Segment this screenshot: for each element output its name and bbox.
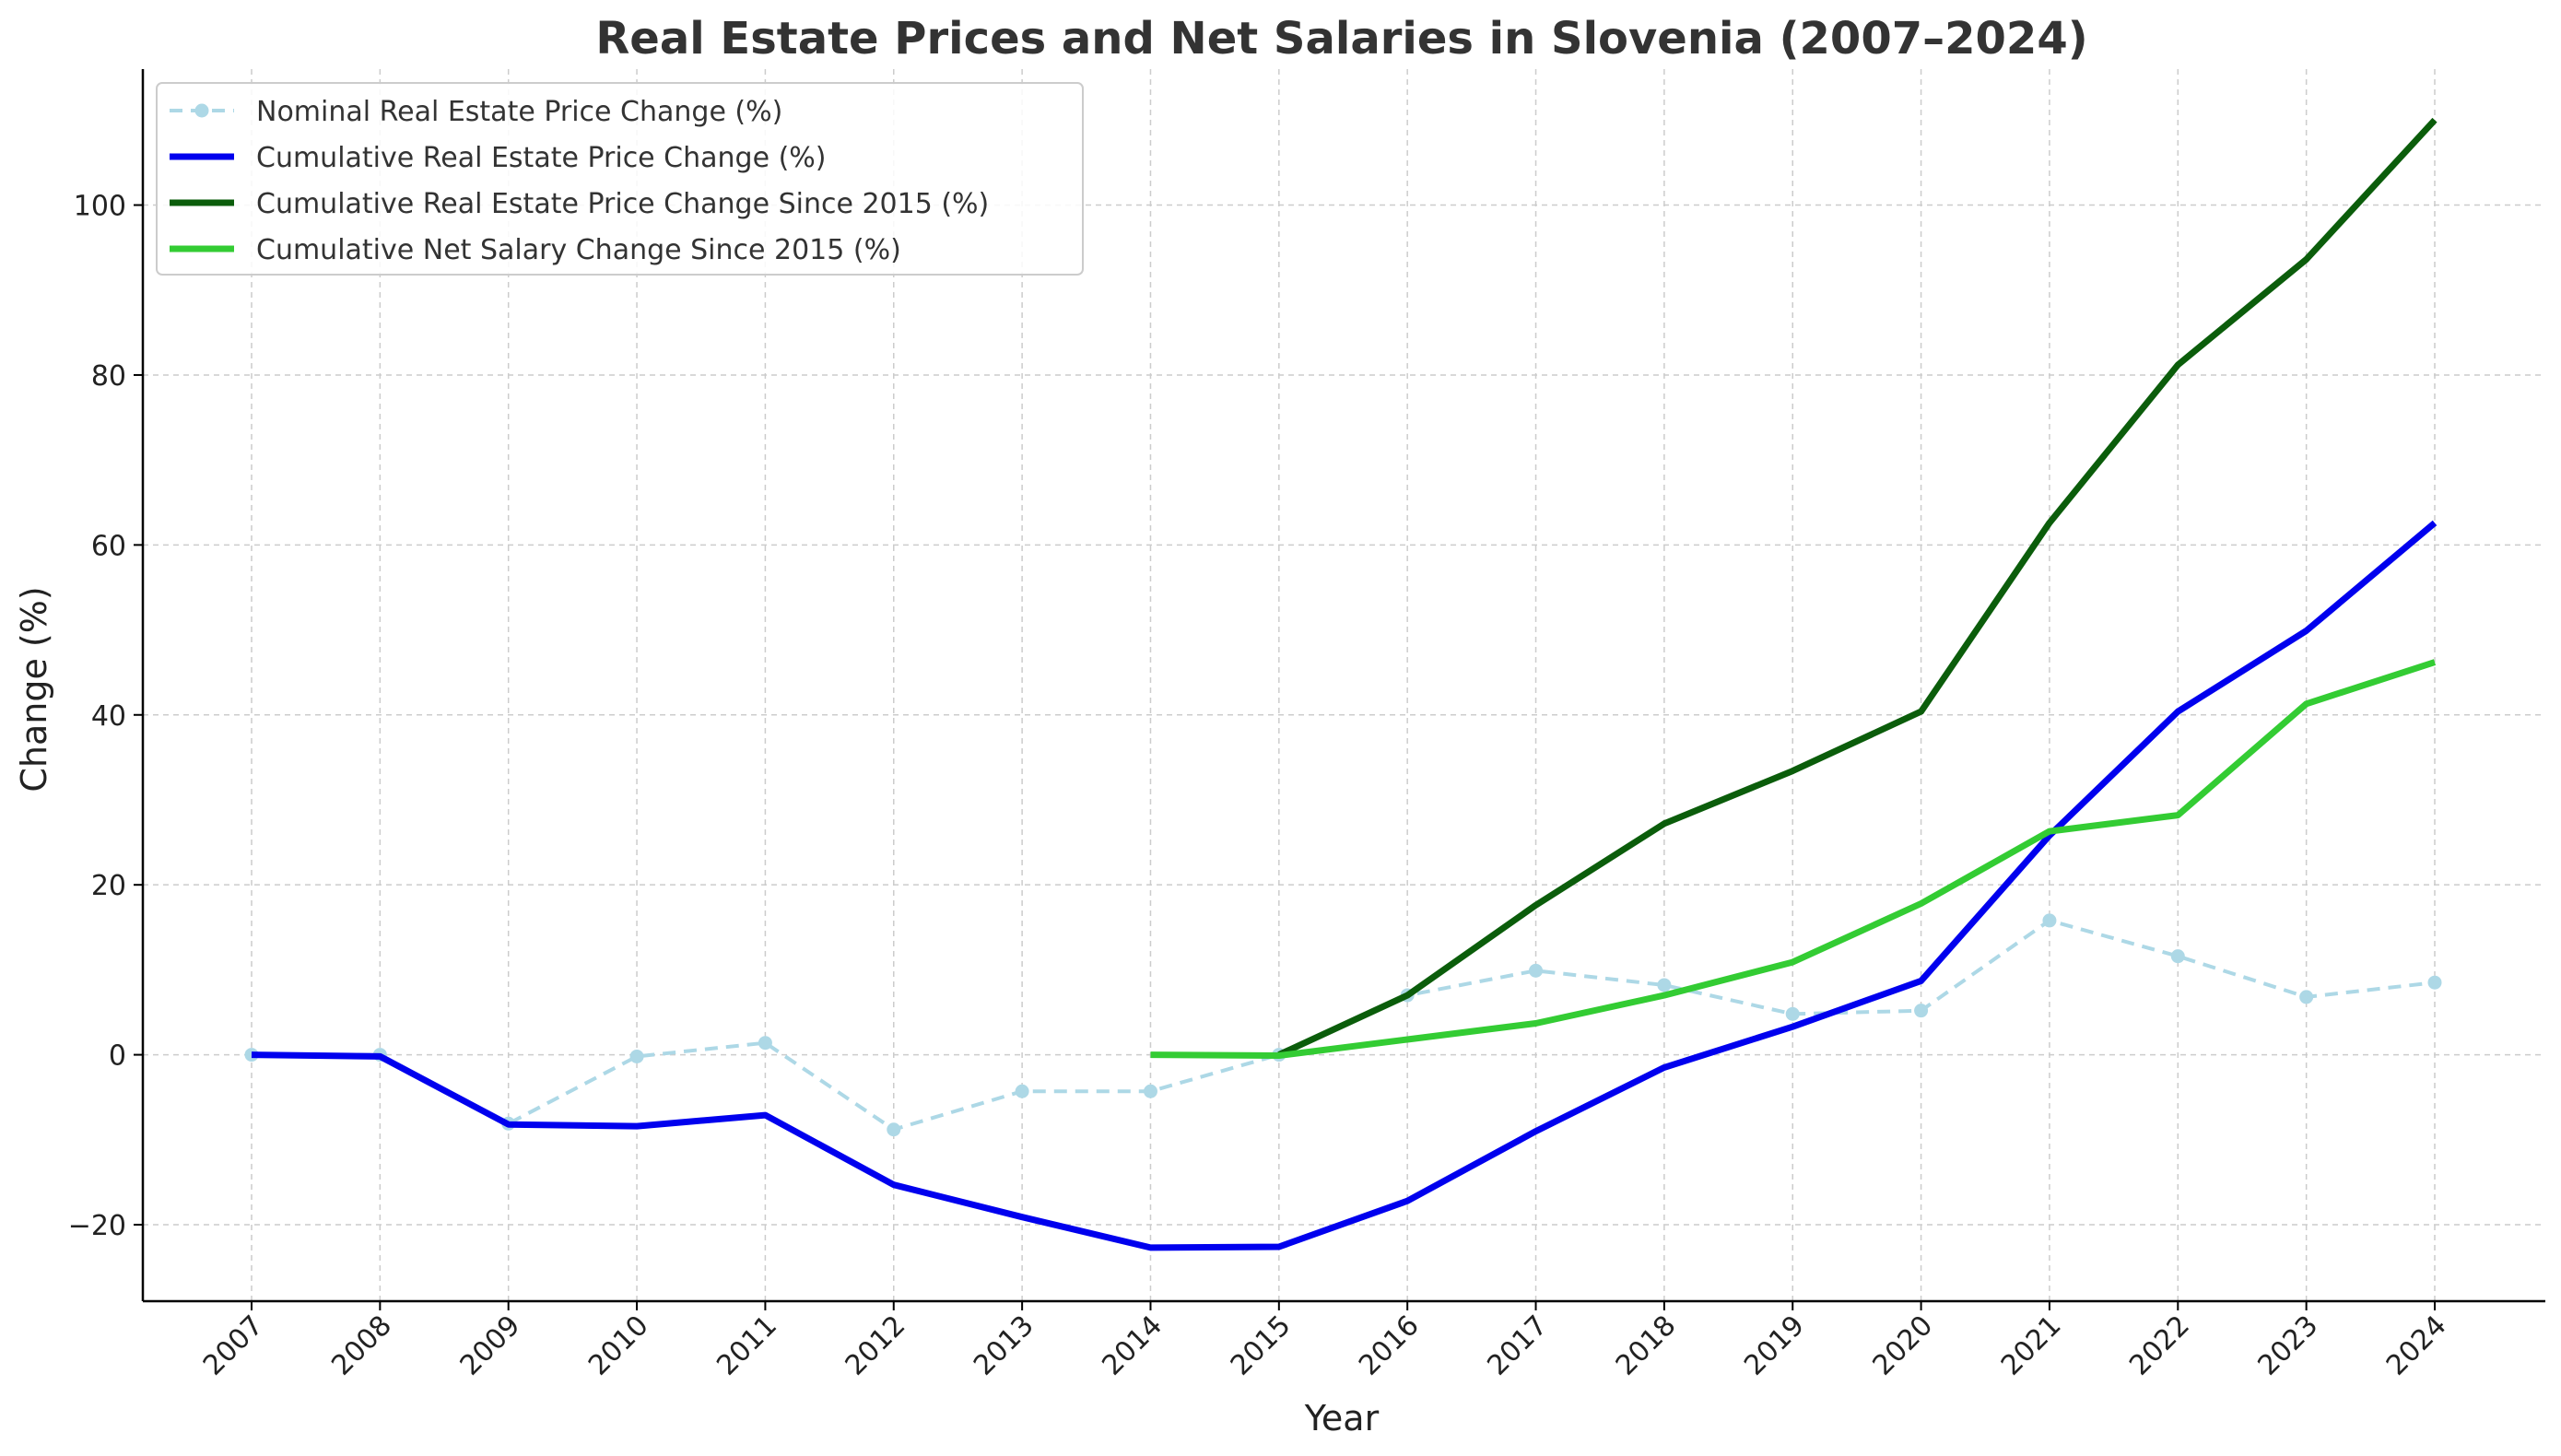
x-tick-label: 2016	[1353, 1309, 1426, 1382]
x-tick-label: 2020	[1867, 1309, 1940, 1382]
series-line	[251, 520, 2438, 1251]
x-tick-label: 2024	[2380, 1309, 2453, 1382]
data-point	[1785, 1006, 1800, 1021]
data-point	[1914, 1004, 1929, 1018]
series-line	[1277, 117, 2438, 1058]
y-tick-label: 60	[91, 530, 126, 562]
x-tick-label: 2012	[840, 1309, 912, 1382]
y-tick-label: 0	[109, 1040, 126, 1073]
chart-title: Real Estate Prices and Net Salaries in S…	[595, 13, 2087, 65]
x-tick-label: 2008	[325, 1309, 398, 1382]
y-tick-label: 20	[91, 870, 126, 902]
x-tick-label: 2009	[454, 1309, 527, 1382]
data-point	[2170, 949, 2185, 964]
series-lines	[244, 117, 2442, 1251]
legend-label: Cumulative Real Estate Price Change (%)	[256, 142, 827, 174]
x-tick-label: 2019	[1738, 1309, 1811, 1382]
series-line	[1150, 659, 2437, 1059]
data-point	[2042, 913, 2057, 928]
x-tick-label: 2007	[197, 1309, 270, 1382]
data-point	[1143, 1084, 1157, 1098]
x-tick-label: 2017	[1481, 1309, 1554, 1382]
data-point	[758, 1036, 772, 1051]
tick-labels: 2007 2008 2009 2010 2011 2012 2013 2014 2015 2016…	[68, 191, 2453, 1382]
y-axis-label: Change (%)	[14, 586, 54, 792]
series-3	[1150, 659, 2437, 1059]
x-tick-label: 2023	[2252, 1309, 2325, 1382]
legend-label: Nominal Real Estate Price Change (%)	[256, 96, 782, 128]
axes	[134, 69, 2545, 1310]
legend: Nominal Real Estate Price Change (%) Cumu…	[156, 82, 1084, 276]
data-point	[2299, 990, 2314, 1004]
data-point	[1529, 963, 1544, 978]
x-tick-label: 2014	[1096, 1309, 1169, 1382]
data-point	[1657, 978, 1672, 992]
x-tick-label: 2018	[1610, 1309, 1683, 1382]
data-point	[1015, 1084, 1029, 1098]
data-point	[887, 1122, 901, 1137]
x-tick-label: 2021	[1995, 1309, 2068, 1382]
x-tick-label: 2022	[2123, 1309, 2196, 1382]
legend-label: Cumulative Net Salary Change Since 2015 …	[256, 234, 901, 266]
x-tick-label: 2013	[968, 1309, 1040, 1382]
x-tick-label: 2015	[1225, 1309, 1298, 1382]
y-tick-label: −20	[68, 1210, 126, 1242]
legend-marker	[194, 103, 209, 118]
x-tick-label: 2010	[582, 1309, 655, 1382]
data-point	[629, 1049, 644, 1063]
legend-box	[156, 82, 1084, 276]
y-tick-label: 100	[74, 191, 126, 223]
data-point	[2427, 975, 2442, 990]
series-2	[1277, 117, 2438, 1058]
legend-label: Cumulative Real Estate Price Change Sinc…	[256, 188, 989, 220]
y-tick-label: 40	[91, 700, 126, 733]
series-1	[251, 520, 2438, 1251]
x-tick-label: 2011	[711, 1309, 783, 1382]
y-tick-label: 80	[91, 360, 126, 393]
x-axis-label: Year	[1304, 1398, 1380, 1438]
